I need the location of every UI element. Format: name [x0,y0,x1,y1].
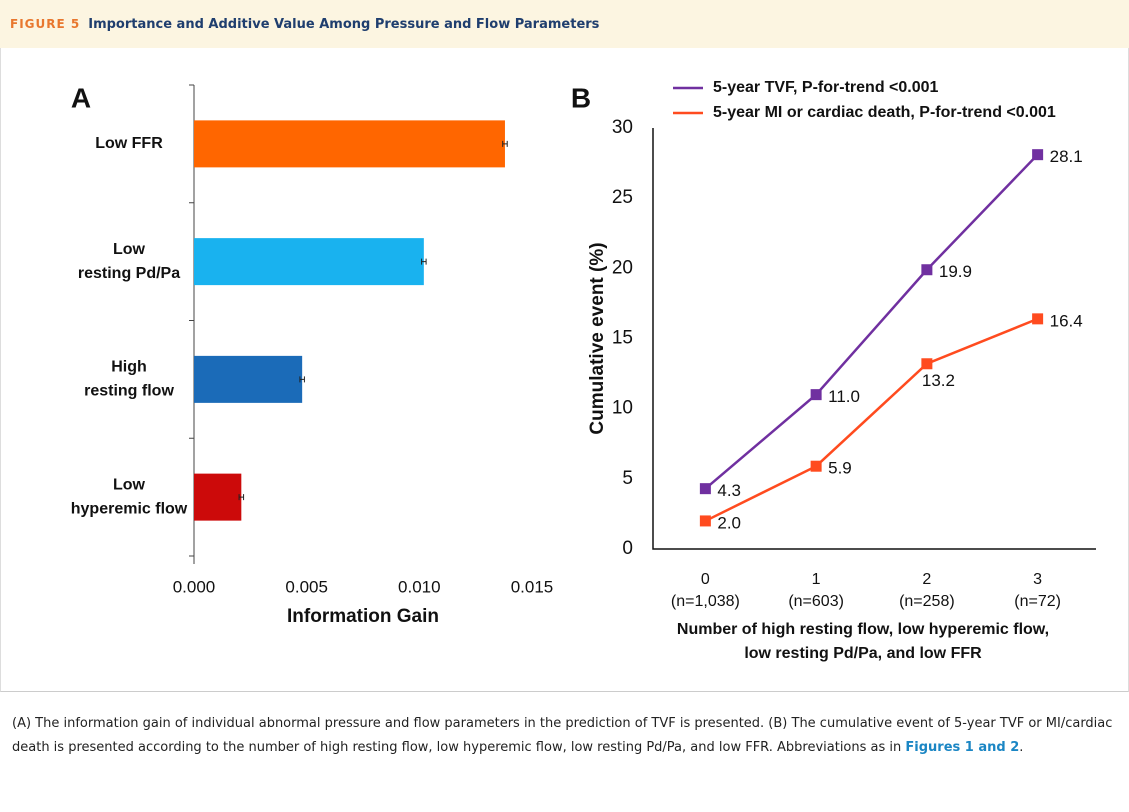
x-tick-label: 2 [922,571,931,588]
legend-label: 5-year TVF, P-for-trend <0.001 [713,79,939,96]
panel-label: A [71,82,91,113]
caption: (A) The information gain of individual a… [0,692,1129,760]
y-tick-label: High [111,359,147,376]
marker [1032,149,1044,161]
caption-link[interactable]: Figures 1 and 2 [905,740,1020,755]
y-tick-label: 0 [622,538,633,559]
data-label: 2.0 [717,513,741,532]
error-bar [299,376,305,383]
marker [921,358,933,370]
y-tick-label: 25 [612,187,633,208]
data-label: 11.0 [828,387,860,406]
marker [699,483,711,495]
error-bar [421,258,427,265]
legend-label: 5-year MI or cardiac death, P-for-trend … [713,104,1056,121]
y-tick-label: Low [113,241,146,258]
y-tick-label: 15 [612,328,633,349]
x-axis-label: Information Gain [287,606,439,627]
figure: A 0.000 0.005 0.010 0.015 Information Gain Low… [0,48,1129,692]
bar [194,473,242,521]
figure-title: Importance and Additive Value Among Pres… [88,16,600,32]
x-tick-label: 0.000 [173,577,216,596]
y-tick-label: hyperemic flow [71,500,188,517]
marker [810,389,822,401]
x-tick-label: 0.005 [285,577,328,596]
series-line [704,317,1039,523]
figure-header: FIGURE 5 Importance and Additive Value A… [0,0,1129,48]
error-bar [238,494,245,501]
marker [921,264,933,276]
x-tick-label: 3 [1033,571,1042,588]
caption-text: (A) The information gain of individual a… [12,716,1113,755]
marker [810,460,822,472]
data-label: 28.1 [1050,147,1083,166]
y-tick-label: Low [113,476,146,493]
y-tick-label: resting flow [84,383,174,400]
bar [194,238,424,286]
series-line [704,153,1039,490]
x-tick-label: (n=72) [1014,593,1061,610]
axis [652,128,1096,550]
x-tick-label: (n=603) [788,593,844,610]
x-tick-label: 0.010 [398,577,441,596]
data-label: 16.4 [1050,311,1083,330]
y-tick-label: 5 [622,468,633,489]
y-axis-label: Cumulative event (%) [587,242,608,434]
x-tick-label: (n=258) [899,593,955,610]
data-label: 4.3 [717,481,741,500]
error-bar [502,140,508,147]
data-label: 19.9 [939,262,972,281]
data-label: 5.9 [828,459,852,478]
y-tick-label: 30 [612,117,633,138]
data-label: 13.2 [922,371,955,390]
bar [194,120,505,168]
panel-label: B [571,82,591,113]
marker [699,515,711,527]
caption-text: . [1019,740,1024,755]
x-axis-label: low resting Pd/Pa, and low FFR [744,645,982,662]
x-axis-label: Number of high resting flow, low hyperem… [677,621,1049,638]
y-tick-label: Low FFR [95,135,163,152]
x-tick-label: 0.015 [511,577,554,596]
bar [194,355,303,403]
x-tick-label: 0 [701,571,710,588]
y-tick-label: resting Pd/Pa [78,265,180,282]
y-tick-label: 10 [612,398,633,419]
figure-label: FIGURE 5 [10,17,81,31]
x-tick-label: 1 [812,571,821,588]
y-tick-label: 20 [612,257,633,278]
marker [1032,313,1044,325]
x-tick-label: (n=1,038) [671,593,740,610]
